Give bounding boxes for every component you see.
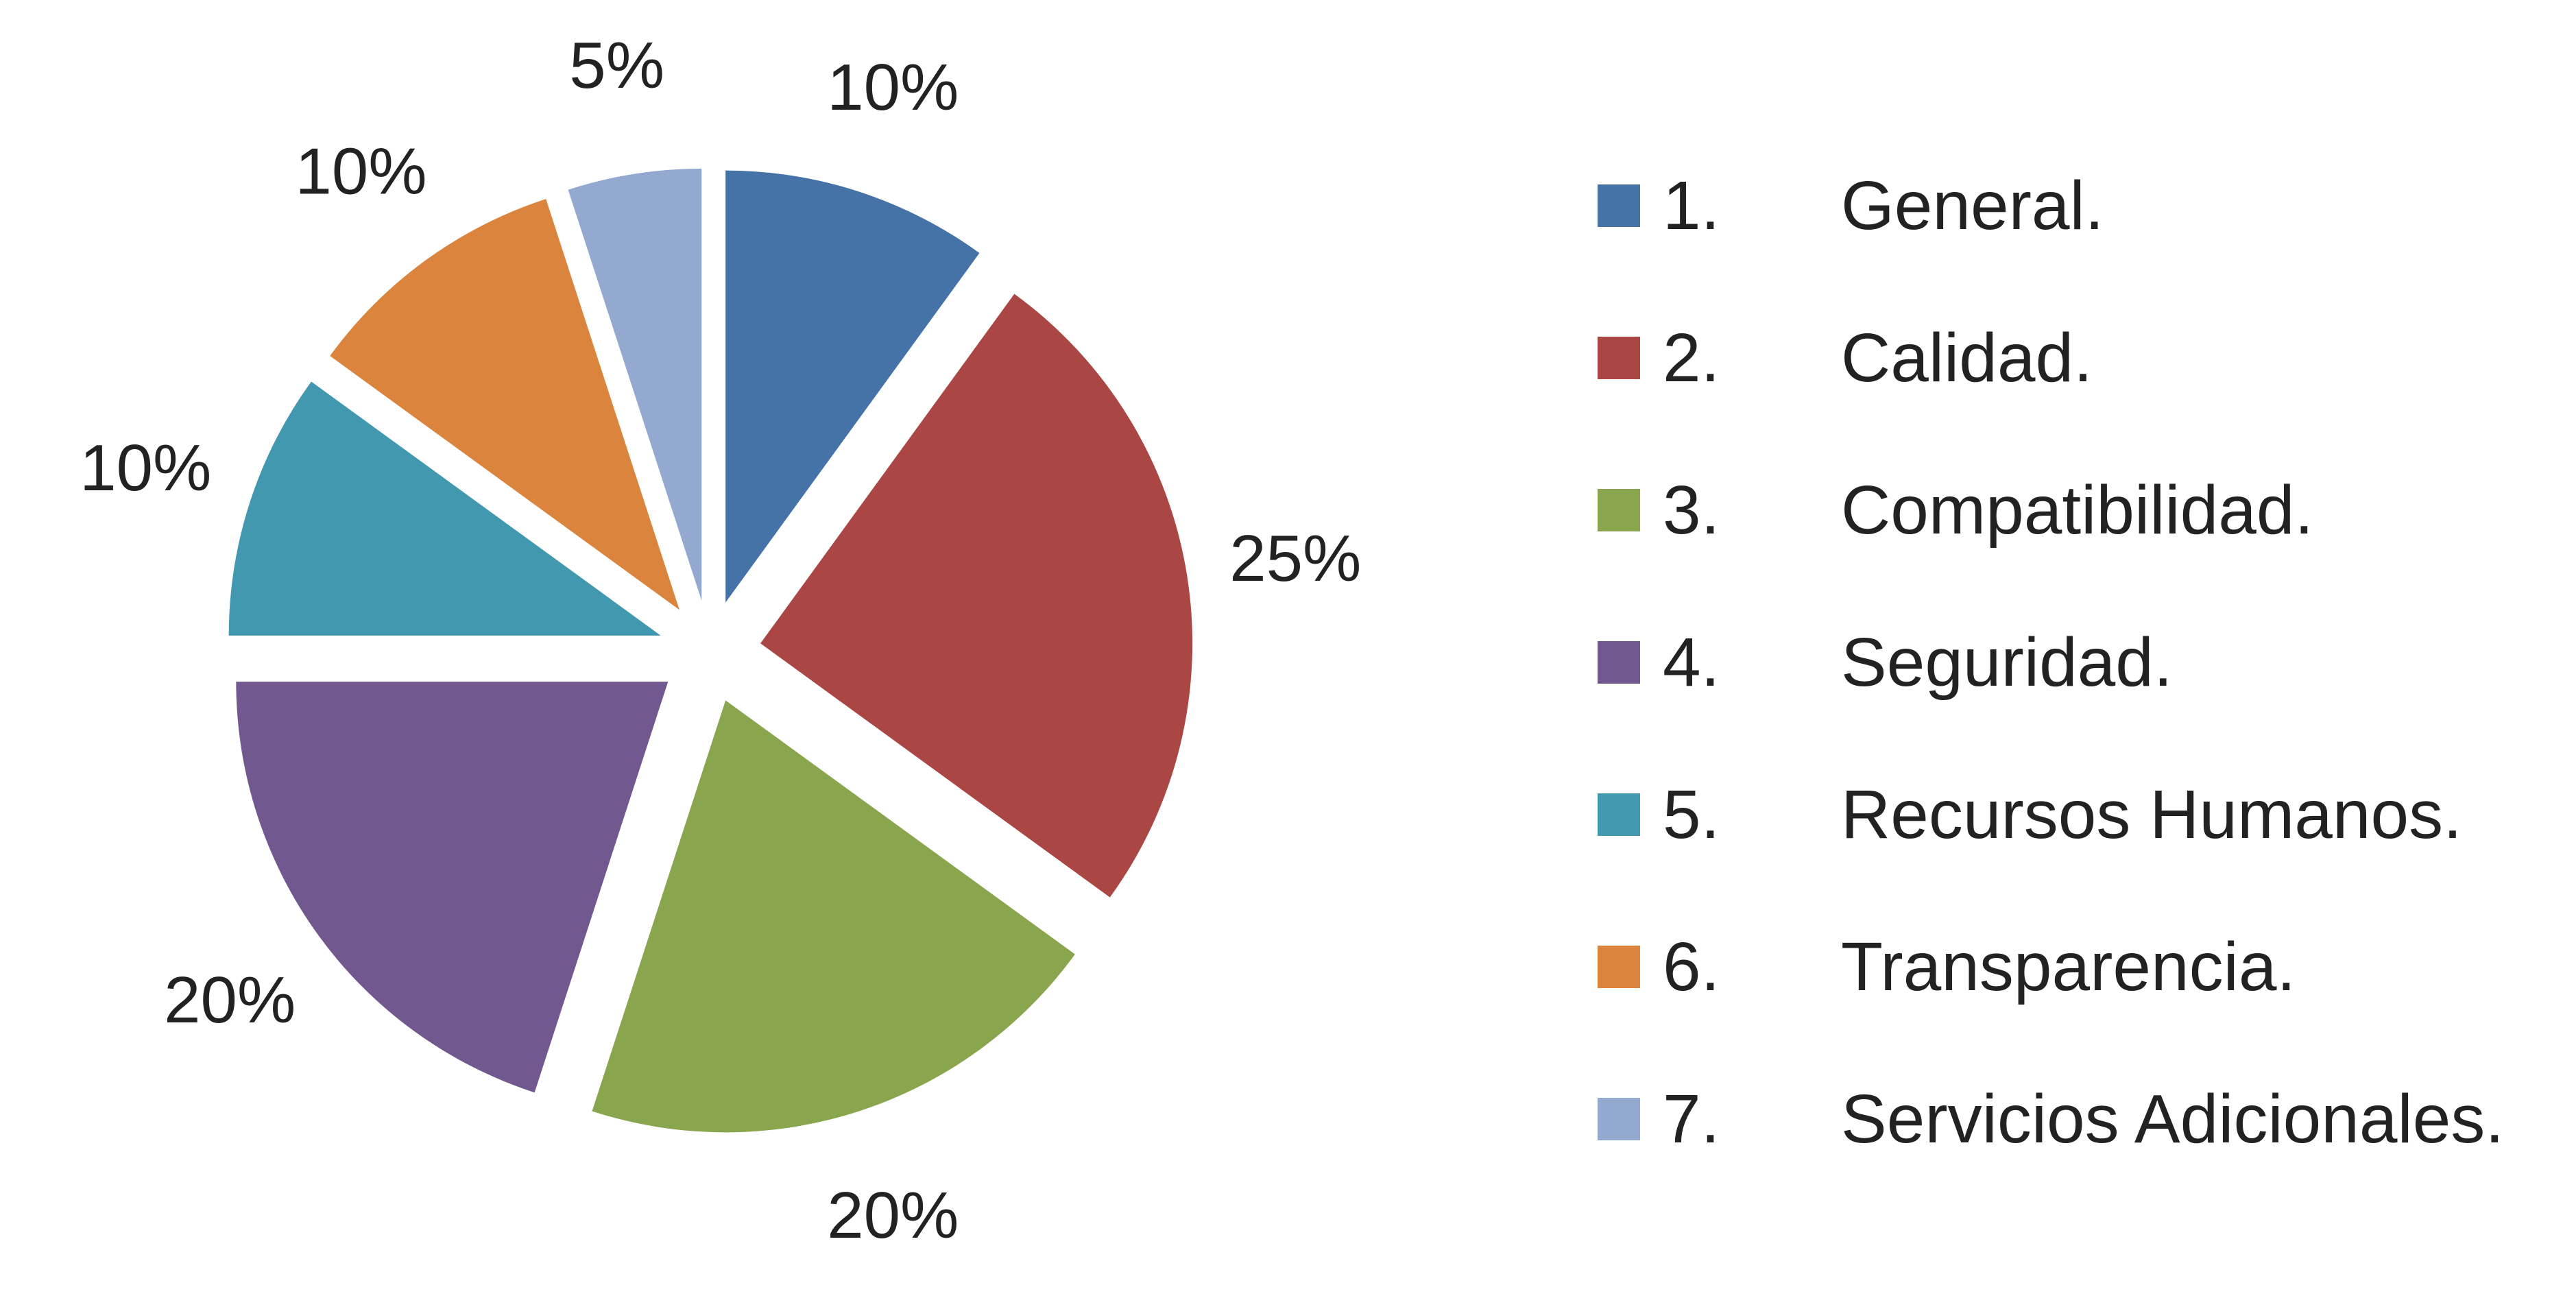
pie-slice-7 [568, 168, 702, 601]
pie-slice-3 [592, 700, 1075, 1133]
legend-item-4: 4. Seguridad. [1598, 624, 2173, 701]
legend-swatch [1598, 946, 1640, 988]
legend-label: General. [1841, 167, 2104, 244]
legend-item-6: 6. Transparencia. [1598, 928, 2296, 1005]
legend-swatch [1598, 184, 1640, 227]
legend-swatch [1598, 793, 1640, 836]
data-labels: 10% 25% 20% 20% 10% 10% 5% [80, 29, 1361, 1252]
legend-number: 4. [1663, 624, 1720, 701]
pie-slices [228, 168, 1193, 1133]
legend-number: 2. [1663, 320, 1720, 396]
legend-label: Transparencia. [1841, 928, 2296, 1005]
legend-swatch [1598, 337, 1640, 379]
pie-slice-5 [228, 381, 661, 636]
legend-item-3: 3. Compatibilidad. [1598, 472, 2313, 549]
legend-number: 3. [1663, 472, 1720, 549]
pie-slice-1 [725, 170, 980, 603]
legend-label: Seguridad. [1841, 624, 2173, 701]
legend-number: 6. [1663, 928, 1720, 1005]
legend-swatch [1598, 641, 1640, 684]
data-label-4: 20% [164, 963, 296, 1037]
legend-item-2: 2. Calidad. [1598, 320, 2093, 396]
legend: 1. General. 2. Calidad. 3. Compatibilidad. 4. S… [1598, 167, 2504, 1157]
data-label-1: 10% [827, 51, 959, 124]
pie-slice-4 [236, 682, 669, 1093]
data-label-7: 5% [569, 29, 664, 102]
legend-item-1: 1. General. [1598, 167, 2104, 244]
data-label-6: 10% [295, 135, 426, 208]
legend-label: Recursos Humanos. [1841, 776, 2462, 853]
legend-number: 1. [1663, 167, 1720, 244]
pie-slice-2 [760, 293, 1193, 898]
legend-number: 7. [1663, 1081, 1720, 1157]
data-label-3: 20% [827, 1179, 959, 1252]
legend-number: 5. [1663, 776, 1720, 853]
legend-label: Calidad. [1841, 320, 2093, 396]
legend-item-7: 7. Servicios Adicionales. [1598, 1081, 2504, 1157]
legend-swatch [1598, 1098, 1640, 1140]
pie-slice-6 [330, 199, 679, 610]
legend-label: Compatibilidad. [1841, 472, 2313, 549]
data-label-2: 25% [1229, 522, 1361, 595]
data-label-5: 10% [80, 431, 211, 505]
legend-swatch [1598, 489, 1640, 531]
legend-item-5: 5. Recursos Humanos. [1598, 776, 2462, 853]
legend-label: Servicios Adicionales. [1841, 1081, 2504, 1157]
